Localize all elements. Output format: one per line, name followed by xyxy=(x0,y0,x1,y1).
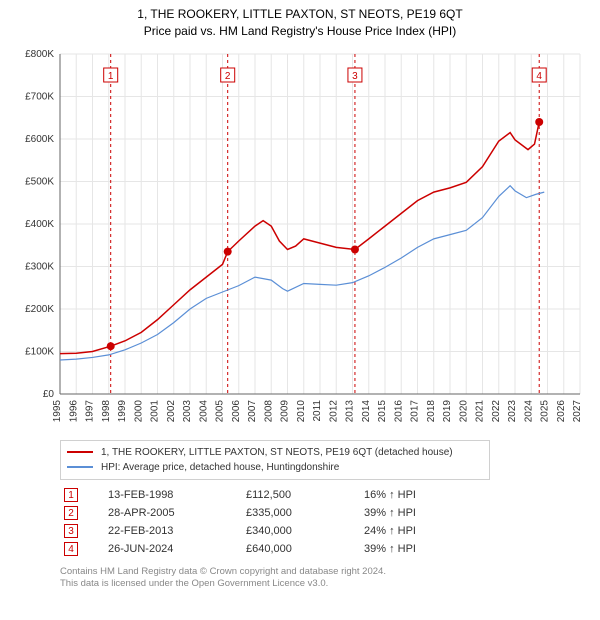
footer-line-1: Contains HM Land Registry data © Crown c… xyxy=(60,566,570,579)
legend-label: 1, THE ROOKERY, LITTLE PAXTON, ST NEOTS,… xyxy=(101,445,453,460)
chart-subtitle: Price paid vs. HM Land Registry's House … xyxy=(10,23,590,40)
svg-text:£0: £0 xyxy=(43,389,55,400)
legend-label: HPI: Average price, detached house, Hunt… xyxy=(101,460,339,475)
marker-cell: 2 xyxy=(60,504,104,522)
table-row: 2 28-APR-2005£335,00039% ↑ HPI xyxy=(60,504,490,522)
svg-text:2003: 2003 xyxy=(182,399,193,422)
svg-text:1996: 1996 xyxy=(68,399,79,422)
svg-text:£500K: £500K xyxy=(25,176,54,187)
date-cell: 22-FEB-2013 xyxy=(104,522,242,540)
svg-text:£100K: £100K xyxy=(25,346,54,357)
delta-cell: 39% ↑ HPI xyxy=(360,504,490,522)
marker-cell: 1 xyxy=(60,486,104,504)
svg-text:2012: 2012 xyxy=(328,399,339,422)
svg-text:2002: 2002 xyxy=(166,399,177,422)
sales-table: 1 13-FEB-1998£112,50016% ↑ HPI 2 28-APR-200… xyxy=(60,486,490,558)
legend-swatch xyxy=(67,466,93,468)
date-cell: 28-APR-2005 xyxy=(104,504,242,522)
svg-text:1995: 1995 xyxy=(52,399,63,422)
svg-text:2008: 2008 xyxy=(263,399,274,422)
svg-text:2027: 2027 xyxy=(572,399,583,422)
chart-title: 1, THE ROOKERY, LITTLE PAXTON, ST NEOTS,… xyxy=(10,6,590,23)
price-cell: £640,000 xyxy=(242,540,360,558)
footer-line-2: This data is licensed under the Open Gov… xyxy=(60,578,570,591)
svg-text:2: 2 xyxy=(225,71,231,82)
svg-text:1997: 1997 xyxy=(85,399,96,422)
svg-text:1999: 1999 xyxy=(117,399,128,422)
svg-text:2022: 2022 xyxy=(491,399,502,422)
legend-swatch xyxy=(67,451,93,453)
svg-text:2017: 2017 xyxy=(410,399,421,422)
svg-text:2023: 2023 xyxy=(507,399,518,422)
legend-item: HPI: Average price, detached house, Hunt… xyxy=(67,460,483,475)
svg-text:£400K: £400K xyxy=(25,219,54,230)
svg-text:2018: 2018 xyxy=(426,399,437,422)
date-cell: 13-FEB-1998 xyxy=(104,486,242,504)
table-row: 3 22-FEB-2013£340,00024% ↑ HPI xyxy=(60,522,490,540)
price-cell: £340,000 xyxy=(242,522,360,540)
svg-text:2015: 2015 xyxy=(377,399,388,422)
svg-text:2006: 2006 xyxy=(231,399,242,422)
svg-text:1: 1 xyxy=(108,71,114,82)
marker-badge: 1 xyxy=(64,488,78,502)
attribution-footer: Contains HM Land Registry data © Crown c… xyxy=(60,566,570,592)
svg-text:2007: 2007 xyxy=(247,399,258,422)
table-row: 1 13-FEB-1998£112,50016% ↑ HPI xyxy=(60,486,490,504)
marker-badge: 4 xyxy=(64,542,78,556)
price-cell: £112,500 xyxy=(242,486,360,504)
svg-text:2009: 2009 xyxy=(280,399,291,422)
svg-text:2014: 2014 xyxy=(361,399,372,422)
svg-text:2004: 2004 xyxy=(198,399,209,422)
svg-text:2021: 2021 xyxy=(475,399,486,422)
marker-badge: 3 xyxy=(64,524,78,538)
svg-text:2025: 2025 xyxy=(540,399,551,422)
svg-text:£700K: £700K xyxy=(25,91,54,102)
chart-plot: £0 £100K £200K £300K £400K £500K £600K £700K £80… xyxy=(10,48,590,434)
svg-text:2000: 2000 xyxy=(133,399,144,422)
date-cell: 26-JUN-2024 xyxy=(104,540,242,558)
svg-text:2026: 2026 xyxy=(556,399,567,422)
svg-text:2020: 2020 xyxy=(458,399,469,422)
svg-text:2019: 2019 xyxy=(442,399,453,422)
svg-text:2005: 2005 xyxy=(215,399,226,422)
marker-cell: 3 xyxy=(60,522,104,540)
delta-cell: 39% ↑ HPI xyxy=(360,540,490,558)
svg-text:2016: 2016 xyxy=(393,399,404,422)
svg-text:2011: 2011 xyxy=(312,399,323,421)
svg-text:2001: 2001 xyxy=(150,399,161,422)
svg-text:£300K: £300K xyxy=(25,261,54,272)
svg-text:4: 4 xyxy=(536,71,542,82)
svg-text:£200K: £200K xyxy=(25,304,54,315)
marker-badge: 2 xyxy=(64,506,78,520)
marker-cell: 4 xyxy=(60,540,104,558)
svg-text:2024: 2024 xyxy=(523,399,534,422)
delta-cell: 24% ↑ HPI xyxy=(360,522,490,540)
svg-text:2010: 2010 xyxy=(296,399,307,422)
svg-text:£600K: £600K xyxy=(25,134,54,145)
table-row: 4 26-JUN-2024£640,00039% ↑ HPI xyxy=(60,540,490,558)
svg-text:1998: 1998 xyxy=(101,399,112,422)
svg-text:2013: 2013 xyxy=(345,399,356,422)
price-cell: £335,000 xyxy=(242,504,360,522)
chart-container: 1, THE ROOKERY, LITTLE PAXTON, ST NEOTS,… xyxy=(0,0,600,620)
svg-text:3: 3 xyxy=(352,71,358,82)
line-chart-svg: £0 £100K £200K £300K £400K £500K £600K £700K £80… xyxy=(10,48,590,434)
legend: 1, THE ROOKERY, LITTLE PAXTON, ST NEOTS,… xyxy=(60,440,490,480)
svg-text:£800K: £800K xyxy=(25,49,54,60)
legend-item: 1, THE ROOKERY, LITTLE PAXTON, ST NEOTS,… xyxy=(67,445,483,460)
delta-cell: 16% ↑ HPI xyxy=(360,486,490,504)
